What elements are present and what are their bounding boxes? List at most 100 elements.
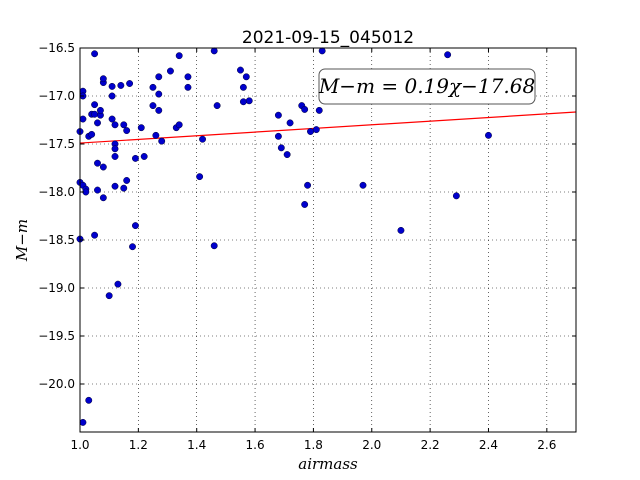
data-point [126,80,134,87]
data-point [85,396,93,404]
data-point [96,106,104,114]
data-point [175,121,183,129]
data-point [210,242,218,250]
data-point [111,182,119,190]
data-point [91,101,99,109]
y-tick-label: −19.0 [38,281,75,295]
data-point [239,98,247,106]
data-point [131,154,139,162]
data-point [129,243,136,251]
annotation-text: M−m = 0.19χ−17.68 [318,74,535,98]
data-point [99,75,107,83]
data-point [239,83,247,91]
data-point [210,47,218,55]
axis-ticks: 1.0 1.2 1.4 1.6 1.8 2.0 2.2 2.4 2.6 −16.5 −17.0 −17… [38,41,576,452]
data-point [359,181,367,189]
data-point [274,111,282,119]
data-point [237,66,244,74]
data-point [452,192,460,200]
data-points [76,47,492,426]
data-point [91,231,99,239]
data-point [105,292,113,300]
x-tick-label: 1.2 [129,438,148,452]
x-tick-label: 1.0 [70,438,89,452]
fit-annotation: M−m = 0.19χ−17.68 [318,68,536,105]
data-point [152,131,160,139]
x-tick-label: 2.4 [479,438,498,452]
data-point [120,184,128,192]
data-point [131,222,139,230]
y-tick-label: −18.5 [38,233,75,247]
y-tick-label: −20.0 [38,377,75,391]
x-tick-label: 1.4 [187,438,206,452]
data-point [199,135,206,143]
y-tick-label: −18.0 [38,185,75,199]
data-point [137,124,145,132]
data-point [175,52,183,60]
data-point [120,121,128,129]
y-tick-label: −16.5 [38,41,75,55]
data-point [111,145,119,153]
data-point [140,153,148,160]
data-point [114,280,122,288]
data-point [108,92,116,100]
data-point [155,90,163,98]
data-point [79,115,87,123]
data-point [155,73,163,81]
data-point [99,194,107,202]
data-point [94,186,101,194]
data-point [304,181,312,189]
data-point [91,50,99,58]
x-tick-label: 1.6 [246,438,265,452]
data-point [149,102,157,110]
data-point [149,83,157,91]
data-point [315,106,323,114]
data-point [301,201,309,208]
data-point [111,153,119,160]
data-point [318,47,326,55]
x-axis-label: airmass [298,455,358,473]
data-point [283,151,291,159]
data-point [277,144,285,152]
data-point [108,115,116,123]
data-point [242,73,250,81]
data-point [108,82,116,90]
data-point [123,177,131,184]
x-tick-label: 1.8 [304,438,323,452]
data-point [88,130,96,138]
data-point [274,132,282,140]
data-point [155,106,163,114]
data-point [79,418,87,426]
chart-title: 2021-09-15_045012 [242,28,414,48]
data-point [166,67,174,75]
data-point [301,105,309,113]
data-point [397,226,405,234]
x-tick-label: 2.6 [537,438,556,452]
y-tick-label: −19.5 [38,329,75,343]
data-point [99,163,107,171]
data-point [312,126,320,134]
y-tick-label: −17.0 [38,89,75,103]
y-tick-label: −17.5 [38,137,75,151]
data-point [213,102,221,110]
data-point [196,173,204,181]
x-tick-label: 2.2 [421,438,440,452]
data-point [117,81,125,89]
data-point [111,121,119,129]
annotation-box [318,68,536,105]
data-point [123,127,131,135]
data-point [307,128,314,135]
data-point [94,119,101,127]
data-point [184,83,192,91]
y-axis-label: M−m [13,219,31,262]
data-point [286,119,294,127]
data-point [184,73,192,81]
data-point [91,110,99,118]
data-point [245,97,253,105]
data-point [485,131,492,139]
data-point [444,51,452,59]
data-point [94,159,101,167]
data-point [158,137,166,145]
x-tick-label: 2.0 [362,438,381,452]
